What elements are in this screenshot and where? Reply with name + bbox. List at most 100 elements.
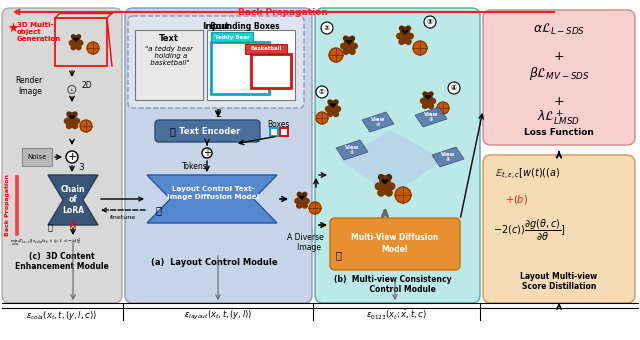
Circle shape (67, 117, 77, 127)
Circle shape (431, 99, 435, 103)
Circle shape (344, 42, 355, 53)
Circle shape (316, 86, 328, 98)
Circle shape (424, 93, 432, 101)
Text: Tokens: Tokens (182, 162, 208, 171)
Circle shape (399, 32, 410, 43)
Text: View
④: View ④ (441, 152, 455, 163)
Circle shape (74, 38, 76, 39)
Circle shape (67, 112, 71, 116)
Circle shape (301, 197, 303, 199)
Circle shape (66, 151, 78, 163)
Circle shape (303, 192, 307, 196)
Bar (55, 18, 107, 66)
Text: Model: Model (381, 245, 408, 254)
Circle shape (309, 202, 321, 214)
Text: Text: Text (159, 34, 179, 43)
Circle shape (80, 120, 92, 132)
Circle shape (321, 22, 333, 34)
FancyBboxPatch shape (128, 16, 304, 108)
Circle shape (350, 36, 355, 40)
Circle shape (387, 175, 392, 180)
Text: +: + (67, 152, 77, 162)
Circle shape (72, 39, 81, 48)
Circle shape (384, 181, 386, 184)
Circle shape (65, 119, 70, 123)
Circle shape (77, 38, 78, 39)
Text: $\epsilon_{0123}(x_t; \hat{x}, t, c)$: $\epsilon_{0123}(x_t; \hat{x}, t, c)$ (365, 308, 426, 322)
Circle shape (75, 39, 77, 41)
Polygon shape (415, 107, 447, 127)
Bar (135, 30, 203, 100)
Circle shape (333, 112, 339, 117)
Circle shape (73, 112, 77, 116)
Polygon shape (362, 112, 394, 132)
Polygon shape (336, 140, 368, 160)
Text: 3: 3 (78, 163, 84, 172)
Circle shape (332, 105, 334, 107)
Circle shape (297, 197, 307, 207)
Text: +: + (554, 95, 564, 108)
Bar (22, 148, 52, 166)
Circle shape (401, 27, 410, 36)
Circle shape (413, 41, 427, 55)
Circle shape (406, 26, 410, 31)
Bar (245, 44, 287, 54)
Circle shape (429, 92, 433, 96)
Text: A Diverse
   Image: A Diverse Image (287, 233, 323, 252)
Bar (211, 42, 269, 94)
Circle shape (426, 96, 428, 97)
Text: View
②: View ② (371, 117, 385, 128)
Circle shape (334, 100, 338, 104)
Text: 2D: 2D (82, 82, 93, 90)
Circle shape (388, 183, 395, 190)
Circle shape (403, 30, 404, 32)
Text: "a teddy bear
  holding a
 basketball": "a teddy bear holding a basketball" (145, 46, 193, 66)
Circle shape (375, 183, 381, 190)
FancyBboxPatch shape (125, 8, 312, 303)
Circle shape (406, 39, 411, 44)
Circle shape (378, 190, 385, 196)
Text: $\alpha\mathcal{L}_{L-SDS}$: $\alpha\mathcal{L}_{L-SDS}$ (533, 22, 585, 37)
Circle shape (448, 82, 460, 94)
Text: +: + (203, 148, 211, 158)
Text: Back Propagation: Back Propagation (238, 8, 328, 17)
Circle shape (399, 26, 404, 31)
Circle shape (386, 190, 392, 196)
Text: Boxes: Boxes (267, 120, 289, 129)
Text: View
①: View ① (345, 144, 359, 155)
Text: Layout Multi-view
Score Distillation: Layout Multi-view Score Distillation (520, 272, 598, 291)
Circle shape (352, 44, 357, 49)
Circle shape (298, 193, 306, 201)
Text: ★: ★ (7, 22, 19, 35)
Text: 🔒: 🔒 (155, 205, 161, 215)
Circle shape (316, 112, 328, 124)
Text: 3D Multi-
object
Generation: 3D Multi- object Generation (17, 22, 61, 42)
Text: finetune: finetune (110, 215, 136, 220)
Circle shape (328, 100, 332, 104)
Text: (b)  Multi-view Consistency
       Control Module: (b) Multi-view Consistency Control Modul… (334, 275, 452, 294)
Circle shape (408, 33, 413, 39)
Text: $\lambda\mathcal{L}^+_{LMSD}$: $\lambda\mathcal{L}^+_{LMSD}$ (538, 108, 580, 127)
Circle shape (303, 196, 304, 197)
Bar (211, 32, 253, 42)
Circle shape (347, 40, 348, 42)
Circle shape (328, 105, 338, 115)
Circle shape (344, 36, 348, 40)
Circle shape (73, 116, 74, 117)
Circle shape (344, 37, 353, 46)
Circle shape (69, 41, 74, 45)
Circle shape (74, 119, 79, 123)
Circle shape (72, 36, 79, 43)
Text: $\mathbb{E}_{t,\epsilon,c}[w(t)((a)$: $\mathbb{E}_{t,\epsilon,c}[w(t)((a)$ (495, 167, 561, 182)
Circle shape (326, 106, 330, 112)
Circle shape (77, 35, 81, 38)
Circle shape (429, 96, 430, 97)
Circle shape (429, 103, 433, 108)
Text: Render
Image: Render Image (15, 76, 42, 96)
FancyBboxPatch shape (483, 155, 635, 303)
Circle shape (399, 39, 404, 44)
Circle shape (76, 45, 81, 50)
Circle shape (72, 35, 75, 38)
Text: ①: ① (319, 89, 325, 95)
Text: 🔒: 🔒 (47, 223, 52, 233)
